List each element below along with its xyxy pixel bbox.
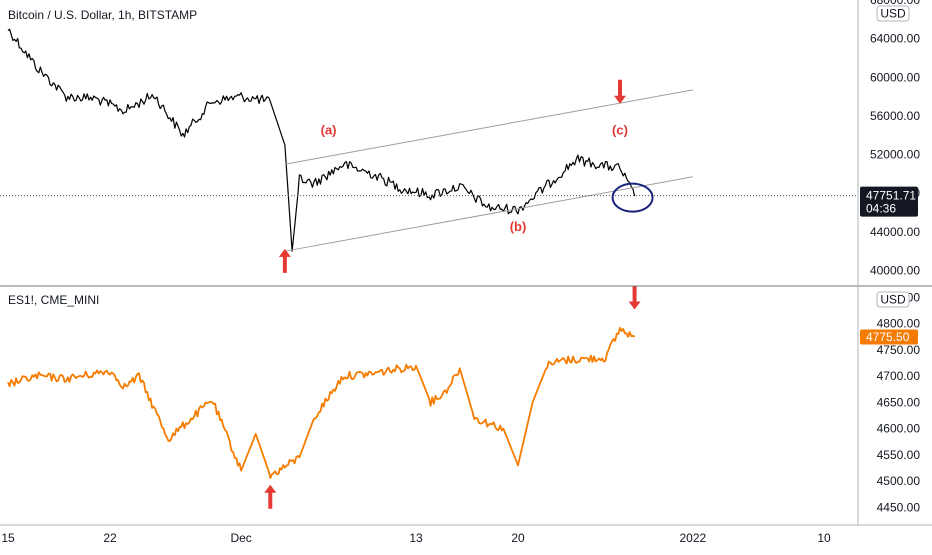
currency-badge-0 [876, 5, 910, 22]
down-arrow-icon-0 [614, 79, 626, 104]
btc-chart-title: Bitcoin / U.S. Dollar, 1h, BITSTAMP [8, 8, 197, 22]
y-tick-label-0-7: 68000.00 [870, 0, 920, 7]
x-tick-label-3: 13 [409, 531, 423, 545]
y-tick-label-1-7: 4800.00 [877, 317, 921, 331]
x-tick-label-4: 20 [511, 531, 525, 545]
wave-label-0-1: (b) [510, 219, 527, 234]
series-line-0 [7, 28, 636, 252]
wave-label-0-2: (c) [612, 122, 628, 137]
x-tick-label-5: 2022 [680, 531, 707, 545]
breakdown-circle [611, 182, 654, 213]
es-chart-title: ES1!, CME_MINI [8, 293, 99, 307]
up-arrow-icon-0 [278, 248, 291, 273]
currency-badge-1 [876, 291, 910, 308]
y-tick-label-1-4: 4650.00 [877, 395, 921, 409]
x-tick-label-2: Dec [230, 531, 251, 545]
y-tick-label-1-2: 4550.00 [877, 448, 921, 462]
countdown-label: 04:36 [866, 202, 896, 216]
channel-upper-line [284, 89, 693, 165]
wave-label-0-0: (a) [321, 122, 337, 137]
y-tick-label-0-4: 56000.00 [870, 109, 920, 123]
down-arrow-icon-1 [628, 285, 641, 310]
currency-badge-label-1: USD [880, 293, 906, 307]
y-tick-label-1-6: 4750.00 [877, 343, 921, 357]
y-tick-label-0-1: 44000.00 [870, 225, 920, 239]
y-tick-label-1-1: 4500.00 [877, 474, 921, 488]
x-tick-label-1: 22 [103, 531, 117, 545]
currency-badge-label-0: USD [880, 7, 906, 21]
y-tick-label-1-3: 4600.00 [877, 422, 921, 436]
last-price-tag [860, 186, 918, 217]
es-last-price-label: 4775.50 [866, 330, 910, 344]
y-tick-label-0-0: 40000.00 [870, 264, 920, 278]
y-tick-label-0-3: 52000.00 [870, 148, 920, 162]
series-line-1 [7, 327, 636, 479]
y-tick-label-0-5: 60000.00 [870, 70, 920, 84]
channel-lower-line [284, 176, 693, 252]
y-tick-label-1-5: 4700.00 [877, 369, 921, 383]
up-arrow-icon-1 [264, 484, 277, 509]
y-tick-label-0-6: 64000.00 [870, 32, 920, 46]
last-price-label: 47751.71 [866, 189, 916, 203]
x-tick-label-0: 15 [1, 531, 15, 545]
y-tick-label-1-0: 4450.00 [877, 500, 921, 514]
x-tick-label-6: 10 [817, 531, 831, 545]
es-last-price-tag [860, 329, 918, 345]
